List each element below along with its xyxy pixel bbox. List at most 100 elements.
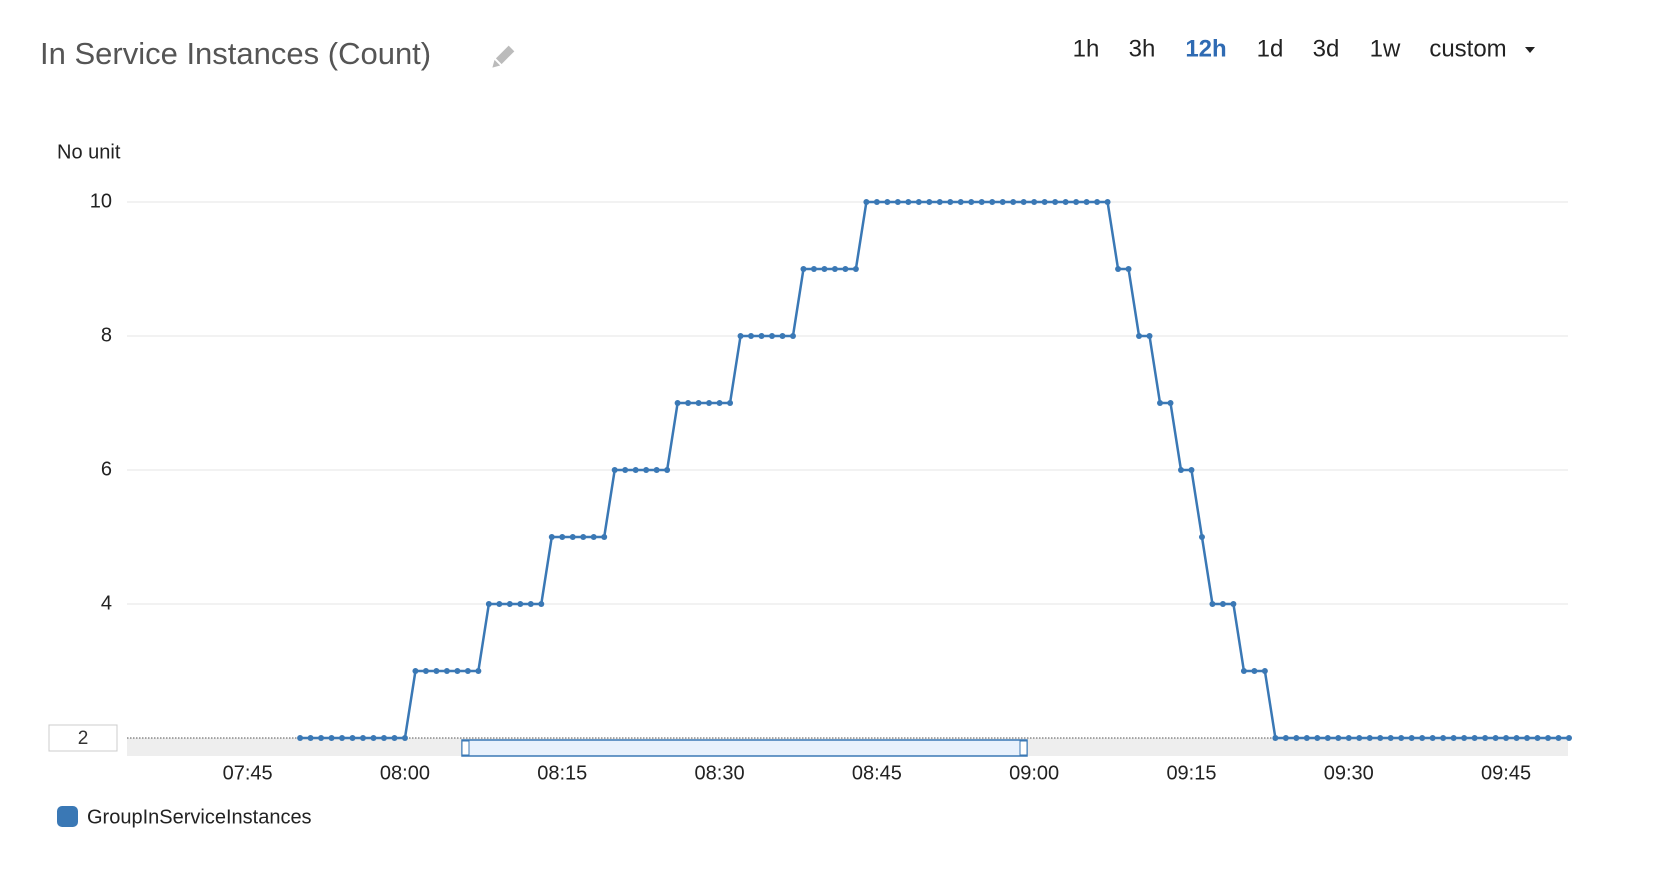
point	[821, 266, 828, 272]
point	[475, 668, 482, 674]
y-tick-label: 6	[101, 458, 112, 480]
point	[936, 199, 943, 205]
point	[443, 668, 450, 674]
point	[1136, 333, 1143, 339]
point	[1303, 735, 1310, 741]
point	[1377, 735, 1384, 741]
point	[1545, 735, 1552, 741]
point	[1492, 735, 1499, 741]
point	[401, 735, 408, 741]
range-button[interactable]: 1h	[1073, 35, 1100, 62]
point	[580, 534, 587, 540]
point	[1073, 199, 1080, 205]
point	[1062, 199, 1069, 205]
point	[1314, 735, 1321, 741]
point	[360, 735, 367, 741]
x-tick-label: 09:30	[1324, 762, 1374, 784]
point	[1251, 668, 1258, 674]
point	[1324, 735, 1331, 741]
point	[506, 601, 513, 607]
point	[1167, 400, 1174, 406]
point	[1524, 735, 1531, 741]
point	[422, 668, 429, 674]
navigator-handle[interactable]	[1019, 740, 1028, 756]
point	[716, 400, 723, 406]
point	[1115, 266, 1122, 272]
point	[884, 199, 891, 205]
point	[1010, 199, 1017, 205]
point	[1461, 735, 1468, 741]
point	[643, 467, 650, 473]
range-button[interactable]: 3h	[1129, 35, 1156, 62]
point	[748, 333, 755, 339]
point	[926, 199, 933, 205]
point	[1513, 735, 1520, 741]
point	[412, 668, 419, 674]
point	[517, 601, 524, 607]
point	[768, 333, 775, 339]
point	[433, 668, 440, 674]
point	[1293, 735, 1300, 741]
point	[1345, 735, 1352, 741]
x-tick-label: 09:00	[1009, 762, 1059, 784]
point	[978, 199, 985, 205]
point	[1387, 735, 1394, 741]
point	[328, 735, 335, 741]
point	[1083, 199, 1090, 205]
point	[852, 266, 859, 272]
point	[464, 668, 471, 674]
point	[957, 199, 964, 205]
point	[1198, 534, 1205, 540]
point	[810, 266, 817, 272]
dropdown-caret[interactable]	[1525, 47, 1535, 53]
point	[1398, 735, 1405, 741]
point	[1020, 199, 1027, 205]
point	[1188, 467, 1195, 473]
point	[727, 400, 734, 406]
point	[1219, 601, 1226, 607]
point	[674, 400, 681, 406]
point	[1041, 199, 1048, 205]
point	[1240, 668, 1247, 674]
point	[706, 400, 713, 406]
point	[779, 333, 786, 339]
point	[1450, 735, 1457, 741]
y-min-box	[48, 724, 118, 752]
range-button[interactable]: custom	[1429, 35, 1506, 62]
range-button[interactable]: 3d	[1313, 35, 1340, 62]
point	[989, 199, 996, 205]
point	[863, 199, 870, 205]
point	[947, 199, 954, 205]
x-tick-label: 07:45	[223, 762, 273, 784]
point	[1261, 668, 1268, 674]
y-tick-label: 2	[78, 728, 89, 749]
point	[653, 467, 660, 473]
point	[1177, 467, 1184, 473]
range-button[interactable]: 1d	[1257, 35, 1284, 62]
x-tick-label: 08:45	[852, 762, 902, 784]
point	[789, 333, 796, 339]
edit-icon[interactable]	[490, 45, 515, 71]
point	[601, 534, 608, 540]
point	[1566, 735, 1572, 741]
point	[611, 467, 618, 473]
point	[527, 601, 534, 607]
navigator-handle[interactable]	[461, 740, 470, 756]
navigator-selection[interactable]	[461, 739, 1028, 757]
point	[664, 467, 671, 473]
point	[1157, 400, 1164, 406]
point	[297, 735, 304, 741]
point	[873, 199, 880, 205]
point	[380, 735, 387, 741]
range-button[interactable]: 12h	[1185, 35, 1226, 62]
point	[1209, 601, 1216, 607]
range-button[interactable]: 1w	[1370, 35, 1401, 62]
x-tick-label: 08:30	[695, 762, 745, 784]
x-tick-label: 09:15	[1166, 762, 1216, 784]
point	[915, 199, 922, 205]
point	[349, 735, 356, 741]
point	[307, 735, 314, 741]
point	[1366, 735, 1373, 741]
point	[1429, 735, 1436, 741]
point	[370, 735, 377, 741]
